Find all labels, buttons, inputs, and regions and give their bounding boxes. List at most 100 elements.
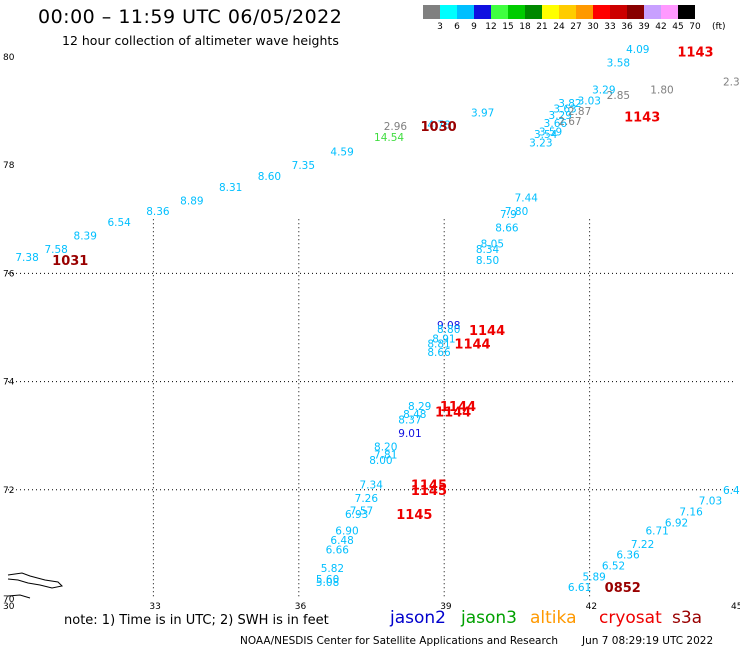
track-time-label: 1031 <box>52 254 88 269</box>
wave-height-label: 7.80 <box>505 206 528 218</box>
y-tick-label: 78 <box>3 161 15 171</box>
track-time-label: 1143 <box>677 46 713 61</box>
y-tick-label: 72 <box>3 486 14 496</box>
wave-height-label: 3.23 <box>529 137 552 149</box>
wave-height-label: 6.48 <box>330 535 353 547</box>
wave-height-label: 8.80 <box>437 324 460 336</box>
footer-note: note: 1) Time is in UTC; 2) SWH is in fe… <box>64 613 329 628</box>
wave-height-label: 4.09 <box>626 44 649 56</box>
wave-height-label: 6.90 <box>335 525 358 537</box>
wave-height-label: 6.66 <box>326 544 350 556</box>
wave-height-label: 7.34 <box>360 479 384 491</box>
wave-height-label: 8.66 <box>495 222 519 234</box>
track-time-label: 1144 <box>440 400 476 415</box>
wave-height-label: 7.81 <box>374 450 397 462</box>
wave-height-label: 7.9 <box>500 209 517 221</box>
wave-height-label: 8.91 <box>432 333 455 345</box>
track-time-label: 0852 <box>605 581 641 596</box>
wave-height-label: 6.52 <box>602 561 625 573</box>
wave-height-label: 14.54 <box>374 132 404 144</box>
colorbar-swatch <box>491 5 508 19</box>
legend-jason2: jason2 <box>390 608 446 628</box>
wave-height-label: 3.66 <box>544 118 568 130</box>
colorbar-swatch <box>627 5 644 19</box>
colorbar-tick-label: 39 <box>638 22 650 32</box>
wave-height-label: 8.66 <box>427 347 451 359</box>
wave-height-label: 2.85 <box>607 90 630 102</box>
colorbar-swatch <box>440 5 457 19</box>
colorbar-tick-label: 6 <box>454 22 460 32</box>
legend-s3a: s3a <box>672 608 703 628</box>
colorbar-swatch <box>457 5 474 19</box>
colorbar-tick-label: 30 <box>587 22 599 32</box>
colorbar-swatch <box>576 5 593 19</box>
wave-height-label: 7.58 <box>44 244 67 256</box>
colorbar-swatch <box>542 5 559 19</box>
wave-height-label: 8.50 <box>476 255 499 267</box>
colorbar-tick-label: 18 <box>519 22 531 32</box>
legend-altika: altika <box>530 608 577 628</box>
chart-title: 00:00 – 11:59 UTC 06/05/2022 <box>38 6 343 28</box>
wave-height-label: 3.29 <box>592 84 615 96</box>
wave-height-label: 8.60 <box>258 171 281 183</box>
y-tick-label: 74 <box>3 378 15 388</box>
wave-height-label: 9.01 <box>398 428 421 440</box>
chart-subtitle: 12 hour collection of altimeter wave hei… <box>62 33 339 48</box>
wave-height-label: 8.34 <box>476 244 500 256</box>
coastline <box>7 572 64 589</box>
wave-height-label: 8.05 <box>481 239 504 251</box>
x-tick-label: 30 <box>3 602 15 612</box>
x-tick-label: 33 <box>149 602 160 612</box>
wave-height-label: 8.89 <box>180 195 203 207</box>
y-tick-label: 70 <box>3 595 15 605</box>
x-tick-label: 39 <box>440 602 452 612</box>
wave-height-label: 3.29 <box>549 110 572 122</box>
colorbar-tick-label: 42 <box>655 22 667 32</box>
x-tick-label: 45 <box>731 602 740 612</box>
colorbar-tick-label: 12 <box>485 22 497 32</box>
colorbar-swatch <box>610 5 627 19</box>
wave-height-label: 6.54 <box>107 217 131 229</box>
wave-height-label: 6.71 <box>645 525 668 537</box>
wave-height-label: 1.80 <box>650 84 673 96</box>
track-time-label: 1145 <box>411 478 447 493</box>
track-time-label: 1143 <box>624 111 660 126</box>
colorbar-tick-label: 36 <box>621 22 633 32</box>
wave-height-label: 8.39 <box>74 231 97 243</box>
colorbar-tick-label: 27 <box>570 22 582 32</box>
colorbar-swatch <box>474 5 491 19</box>
colorbar-swatch <box>423 5 440 19</box>
colorbar-tick-label: 45 <box>672 22 684 32</box>
wave-height-label: 6.92 <box>665 517 688 529</box>
wave-height-label: 7.26 <box>355 493 379 505</box>
wave-height-label: 8.29 <box>408 401 431 413</box>
colorbar-tick-label: 9 <box>471 22 477 32</box>
timestamp: Jun 7 08:29:19 UTC 2022 <box>582 635 714 647</box>
wave-height-label: 5.08 <box>316 577 339 589</box>
wave-height-label: 8.00 <box>369 455 392 467</box>
wave-height-label: 3.63 <box>553 103 576 115</box>
wave-height-label: 6.61 <box>568 582 591 594</box>
wave-height-label: 8.20 <box>374 442 397 454</box>
wave-height-label: 8.81 <box>427 339 450 351</box>
wave-height-label: 5.60 <box>316 574 339 586</box>
legend-jason3: jason3 <box>461 608 517 628</box>
y-tick-label: 76 <box>3 269 15 279</box>
credit-line: NOAA/NESDIS Center for Satellite Applica… <box>240 635 558 647</box>
wave-height-label: 7.03 <box>699 496 722 508</box>
wave-height-label: 8.37 <box>398 414 421 426</box>
wave-height-label: 6.36 <box>616 550 640 562</box>
wave-height-label: 9.08 <box>437 320 460 332</box>
wave-height-label: 6.93 <box>345 509 368 521</box>
coastline <box>7 594 31 599</box>
colorbar-swatch <box>593 5 610 19</box>
colorbar-tick-label: 24 <box>553 22 565 32</box>
wave-height-label: 7.57 <box>350 505 373 517</box>
wave-height-label: 2.67 <box>558 116 581 128</box>
wave-height-label: 2.87 <box>568 106 591 118</box>
wave-height-label: 7.44 <box>515 193 539 205</box>
track-time-label: 1144 <box>454 338 490 353</box>
wave-height-label: 7.22 <box>631 539 654 551</box>
y-tick-label: 80 <box>3 53 15 63</box>
